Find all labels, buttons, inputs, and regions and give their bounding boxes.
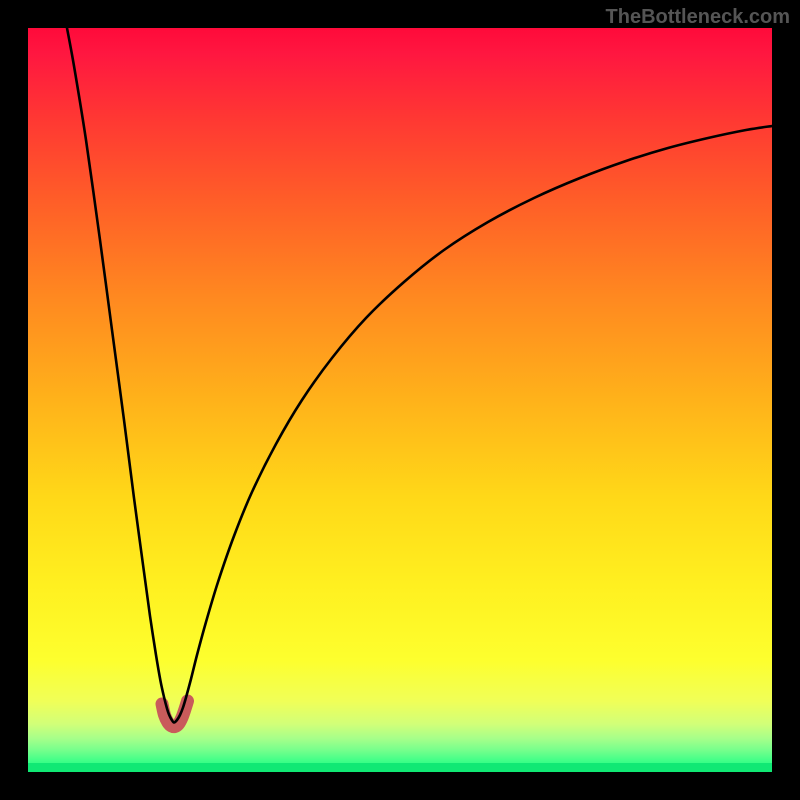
watermark-text: TheBottleneck.com <box>606 6 790 29</box>
plot-background <box>28 28 772 772</box>
chart-container: TheBottleneck.com <box>0 0 800 800</box>
bottleneck-chart <box>0 0 800 800</box>
green-baseline <box>28 763 772 772</box>
